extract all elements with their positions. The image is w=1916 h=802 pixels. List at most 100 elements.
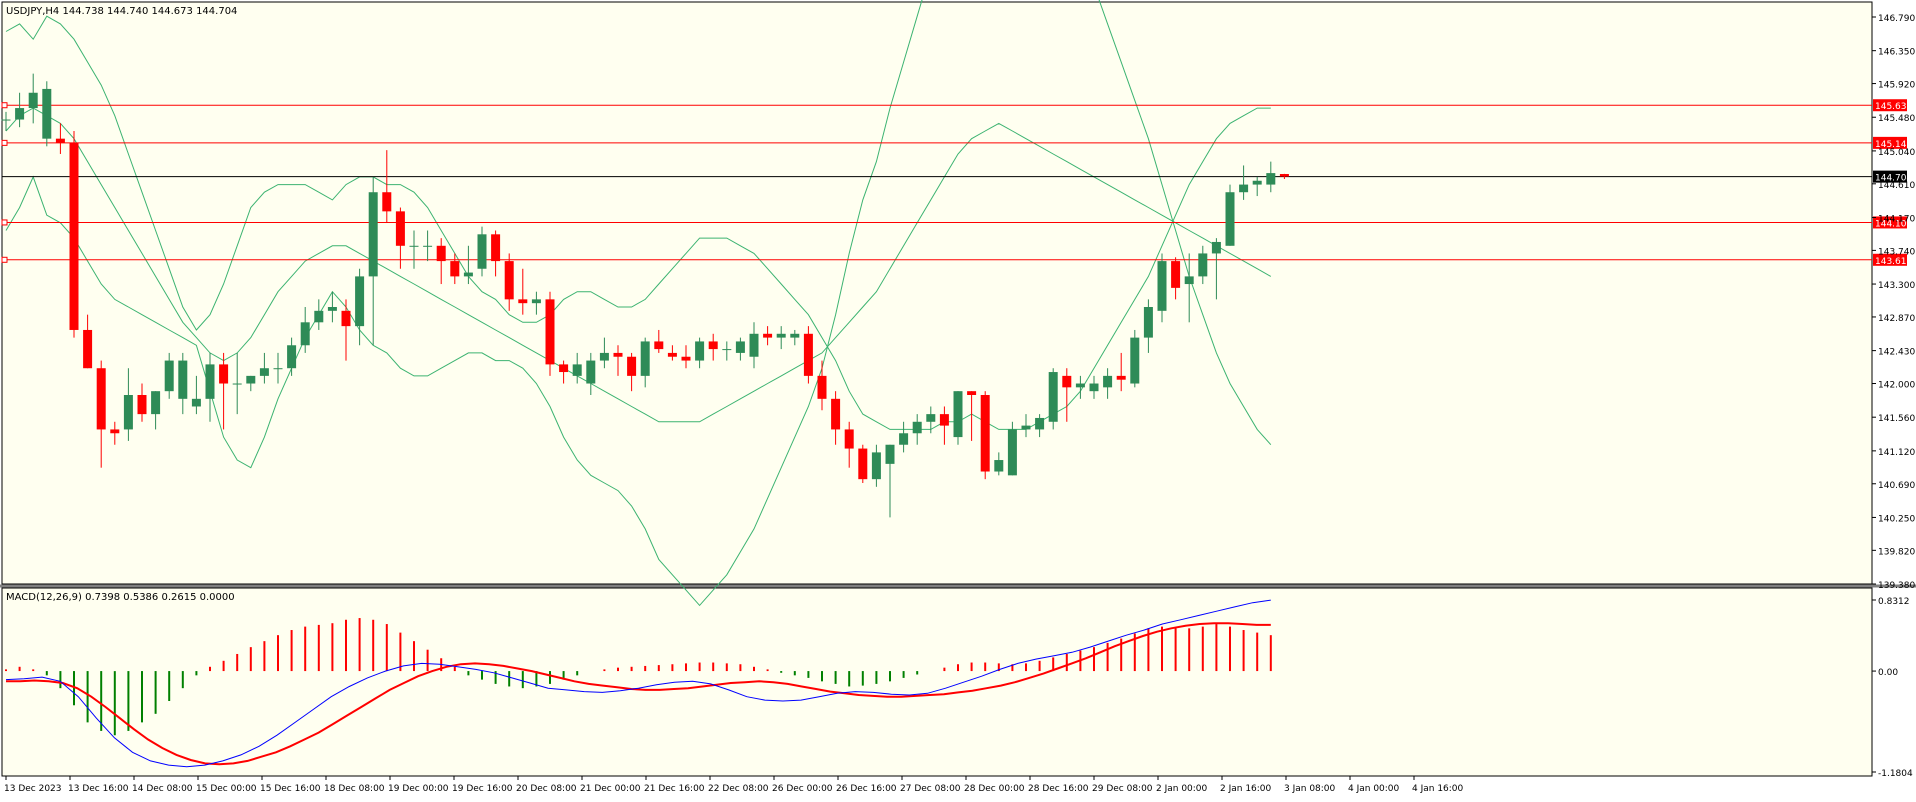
bear-candle-body [137, 395, 147, 415]
time-tick-label: 26 Dec 00:00 [772, 784, 833, 794]
bear-candle-body [967, 391, 977, 395]
bull-candle-body [191, 398, 201, 407]
price-tick-label: 141.120 [1878, 448, 1915, 458]
bear-candle-body [939, 414, 949, 426]
bear-candle-body [681, 356, 691, 361]
time-tick-label: 2 Jan 16:00 [1220, 784, 1272, 794]
bull-candle-body [287, 345, 297, 369]
level-tag-label: 145.637 [1875, 102, 1912, 112]
bear-candle-body [844, 429, 854, 449]
bollinger-middle-line [5, 107, 1272, 423]
bull-candle-body [15, 108, 25, 120]
bear-candle-body [1116, 375, 1126, 380]
bear-candle-body [518, 299, 528, 304]
bear-candle-body [504, 261, 514, 300]
level-tag-label: 145.145 [1875, 140, 1912, 150]
bull-candle-body [749, 333, 759, 357]
bull-candle-body [1211, 241, 1221, 254]
bear-candle-body [395, 211, 405, 246]
level-anchor [1, 102, 8, 109]
time-tick-label: 21 Dec 00:00 [580, 784, 641, 794]
time-tick-label: 15 Dec 00:00 [196, 784, 257, 794]
price-tick-label: 141.560 [1878, 414, 1915, 424]
macd-tick-label: -1.1804 [1878, 769, 1913, 779]
bull-candle-body [531, 299, 541, 304]
bear-candle-body [858, 448, 868, 480]
price-tick-label: 145.920 [1878, 81, 1915, 91]
price-tick-label: 146.790 [1878, 14, 1915, 24]
level-anchor [1, 219, 8, 226]
horizontal-levels[interactable]: 145.637 145.145 144.105 143.617 144.704 [1, 99, 1912, 267]
bear-candle-body [817, 375, 827, 399]
bear-candle-body [55, 138, 65, 143]
bull-candle-body [368, 192, 378, 277]
bull-candle-body [151, 391, 161, 415]
price-tick-label: 144.610 [1878, 181, 1915, 191]
bear-candle-body [831, 398, 841, 430]
bull-candle-body [423, 245, 433, 247]
bear-candle-body [803, 333, 813, 376]
bull-candle-body [205, 364, 215, 399]
bull-candle-body [599, 352, 609, 361]
bull-candle-body [232, 383, 242, 385]
symbol-info: USDJPY,H4 144.738 144.740 144.673 144.70… [6, 6, 237, 17]
bollinger-upper-line [5, 15, 1271, 430]
bear-candle-body [1279, 174, 1289, 177]
bull-candle-body [1239, 184, 1249, 193]
macd-signal-line [6, 622, 1271, 766]
bull-candle-body [178, 360, 188, 399]
bear-candle-body [436, 245, 446, 262]
bear-candle-body [83, 329, 93, 369]
level-anchor [1, 139, 8, 146]
price-tick-label: 145.480 [1878, 114, 1915, 124]
bull-candle-body [1266, 173, 1276, 185]
price-tick-label: 143.300 [1878, 281, 1915, 291]
bull-candle-body [1075, 383, 1085, 388]
bull-candle-body [164, 360, 174, 392]
level-tag-label: 143.617 [1875, 257, 1912, 267]
bear-candle-body [1171, 261, 1181, 288]
macd-panel[interactable] [1, 587, 1873, 777]
current-price-tag [1873, 170, 1907, 183]
time-tick-label: 20 Dec 08:00 [516, 784, 577, 794]
axes: 146.790 146.350 145.920 145.480 145.040 144.6… [4, 14, 1915, 794]
time-tick-label: 28 Dec 00:00 [964, 784, 1025, 794]
bull-candle-body [409, 245, 419, 247]
bull-candle-body [640, 341, 650, 376]
level-tag [1873, 99, 1907, 112]
bull-candle-body [994, 460, 1004, 472]
bull-candle-body [1252, 180, 1262, 185]
bull-candle-body [1021, 425, 1031, 430]
bull-candle-body [912, 421, 922, 434]
level-tag [1873, 216, 1907, 229]
time-tick-label: 29 Dec 08:00 [1092, 784, 1153, 794]
time-tick-label: 4 Jan 00:00 [1348, 784, 1400, 794]
bear-candle-body [545, 299, 555, 365]
time-tick-label: 19 Dec 16:00 [452, 784, 513, 794]
time-tick-label: 26 Dec 16:00 [836, 784, 897, 794]
bear-candle-body [219, 364, 229, 384]
price-panel[interactable] [1, 1, 1873, 585]
bull-candle-body [273, 368, 283, 370]
bull-candle-body [1225, 192, 1235, 246]
bull-candle-body [300, 322, 310, 346]
price-tick-label: 144.170 [1878, 214, 1915, 224]
bear-candle-body [654, 341, 664, 350]
bear-candle-body [450, 261, 460, 277]
bull-candle-body [1184, 276, 1194, 285]
bear-candle-body [1062, 375, 1072, 388]
bull-candle-body [776, 333, 786, 338]
price-tick-label: 146.350 [1878, 48, 1915, 58]
time-tick-label: 3 Jan 08:00 [1284, 784, 1336, 794]
bull-candle-body [735, 341, 745, 353]
bull-candle-body [885, 444, 895, 464]
bull-candle-body [953, 391, 963, 438]
time-tick-label: 19 Dec 00:00 [388, 784, 449, 794]
bear-candle-body [110, 429, 120, 434]
bull-candle-body [790, 333, 800, 338]
level-tag [1873, 136, 1907, 149]
bull-candle-body [586, 360, 596, 384]
bull-candle-body [123, 395, 133, 430]
